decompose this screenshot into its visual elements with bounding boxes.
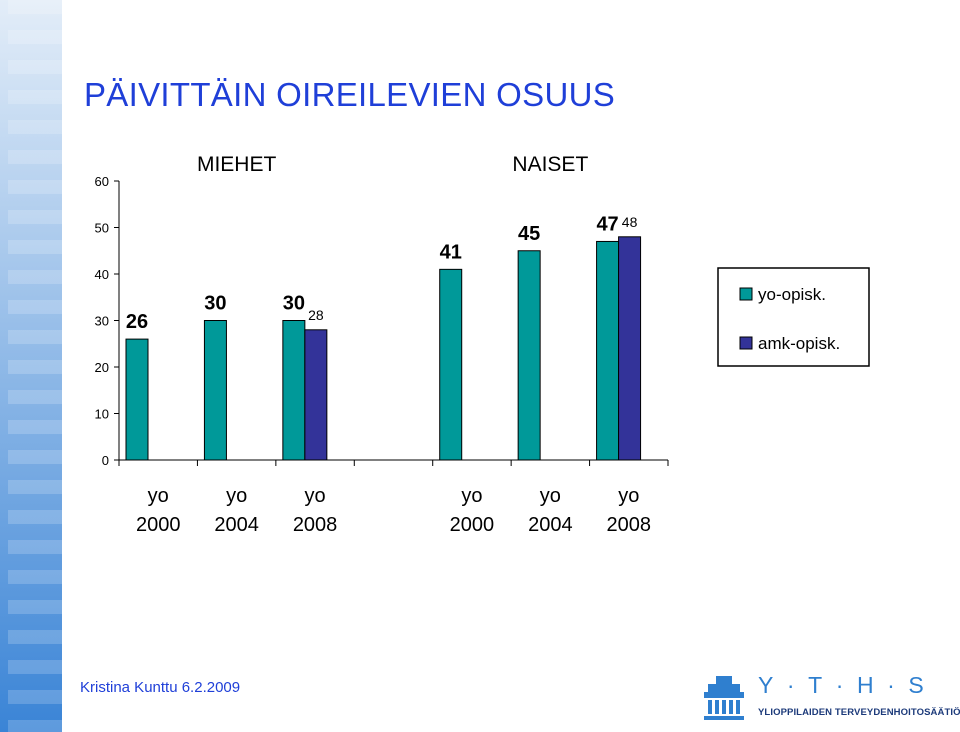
data-label-yo: 30 [204,293,226,315]
legend-swatch [739,336,753,350]
bar-yo-opisk [125,338,149,461]
logo-letters: Y · T · H · S [758,672,924,699]
data-label-yo: 26 [126,311,148,333]
y-tick-label: 0 [102,453,109,468]
data-label-yo: 30 [283,293,305,315]
y-tick-label: 60 [95,174,109,189]
footer-author: Kristina Kunttu 6.2.2009 [80,679,241,696]
side-tiles [8,0,62,732]
x-category-line2: 2004 [214,514,259,536]
slide-title: PÄIVITTÄIN OIREILEVIEN OSUUS [84,76,616,113]
logo-subtitle: YLIOPPILAIDEN TERVEYDENHOITOSÄÄTIÖ [758,707,960,718]
legend-swatch [739,287,753,301]
x-category-line1: yo [148,485,169,507]
logo-dot: · [786,672,795,698]
bar-yo-opisk [203,320,227,461]
bar-yo-opisk [596,240,620,461]
group-header: NAISET [512,153,588,176]
logo-dot: · [887,672,895,698]
x-category-line2: 2000 [450,514,495,536]
yths-logo: Y · T · H · S YLIOPPILAIDEN TERVEYDENHOI… [704,672,960,724]
bar-yo-opisk [282,320,306,461]
y-tick-label: 10 [95,407,109,422]
legend-label: amk-opisk. [758,334,840,353]
bar-amk-opisk [618,236,642,461]
data-label-amk: 48 [622,214,638,230]
logo-letter: H [856,672,874,698]
x-category-line1: yo [226,485,247,507]
logo-letter: Y [758,672,774,698]
group-header: MIEHET [197,153,277,176]
legend-box [717,267,870,367]
x-category-line2: 2008 [293,514,338,536]
legend-label: yo-opisk. [758,285,826,304]
x-category-line2: 2000 [136,514,181,536]
x-category-line1: yo [305,485,326,507]
side-decoration [0,0,62,732]
bar-amk-opisk [304,329,328,461]
x-category-line1: yo [618,485,639,507]
y-tick-label: 40 [95,267,109,282]
x-category-line2: 2004 [528,514,573,536]
bar-yo-opisk [517,250,541,461]
bar-yo-opisk [439,268,463,461]
data-label-yo: 41 [440,241,462,263]
data-label-yo: 45 [518,223,540,245]
yths-emblem-icon [704,676,744,720]
y-tick-label: 50 [95,221,109,236]
y-tick-label: 20 [95,360,109,375]
data-label-yo: 47 [596,213,618,235]
x-category-line2: 2008 [607,514,652,536]
y-tick-label: 30 [95,314,109,329]
logo-letter: S [908,672,924,698]
x-category-line1: yo [540,485,561,507]
x-category-line1: yo [461,485,482,507]
logo-letter: T [808,672,823,698]
logo-dot: · [835,672,844,698]
bar-chart: 0 10 20 30 40 50 60 MIEHET NAISET 26 yo 2000 30 yo 200… [95,153,870,536]
data-label-amk: 28 [308,307,324,323]
